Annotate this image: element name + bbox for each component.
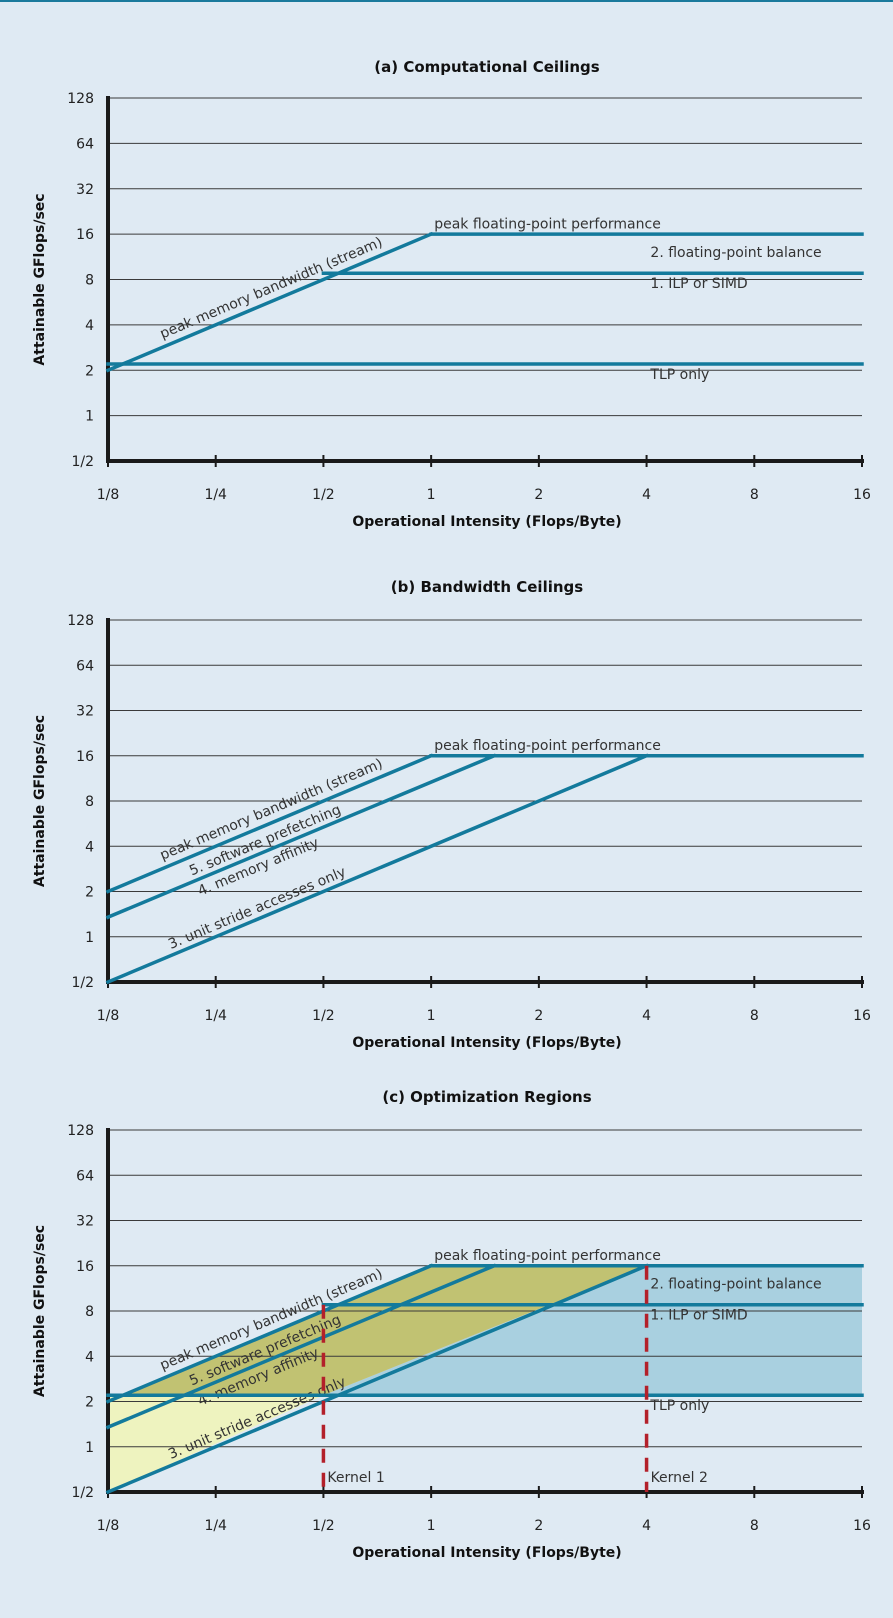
chart-title: (b) Bandwidth Ceilings xyxy=(391,578,583,596)
annotation-label: peak floating-point performance xyxy=(434,1248,661,1264)
annotation-label: 2. floating-point balance xyxy=(650,1276,821,1292)
x-tick-label: 1/2 xyxy=(312,487,335,503)
y-tick-label: 1 xyxy=(85,930,94,946)
x-axis-label: Operational Intensity (Flops/Byte) xyxy=(352,514,621,530)
x-tick-label: 4 xyxy=(642,1008,651,1024)
y-tick-label: 64 xyxy=(76,136,94,152)
annotation-label: TLP only xyxy=(649,367,709,383)
x-tick-label: 1 xyxy=(427,487,436,503)
x-tick-label: 1/2 xyxy=(312,1008,335,1024)
y-tick-label: 128 xyxy=(67,613,94,629)
x-tick-label: 2 xyxy=(534,1518,543,1534)
chart-title: (a) Computational Ceilings xyxy=(374,58,600,76)
roofline-series xyxy=(105,753,649,985)
roofline-series xyxy=(105,1263,434,1404)
panel-1: (a) Computational Ceilings 1/2 1 2 4 8 16 32 64 1… xyxy=(32,58,871,530)
y-tick-label: 1/2 xyxy=(71,1485,94,1501)
x-tick-label: 1 xyxy=(427,1008,436,1024)
x-tick-label: 16 xyxy=(853,1518,871,1534)
annotation-label: 1. ILP or SIMD xyxy=(650,1308,747,1324)
y-tick-label: 32 xyxy=(76,704,94,720)
y-tick-label: 4 xyxy=(85,1349,94,1365)
x-tick-label: 2 xyxy=(534,1008,543,1024)
top-rule xyxy=(0,0,893,2)
series-label: peak memory bandwidth (stream) xyxy=(158,234,385,342)
annotation-label: peak floating-point performance xyxy=(434,738,661,754)
y-tick-label: 2 xyxy=(85,363,94,379)
roofline-series xyxy=(105,231,434,373)
x-tick-label: 1/4 xyxy=(204,487,227,503)
x-tick-label: 8 xyxy=(750,487,759,503)
y-tick-label: 8 xyxy=(85,273,94,289)
y-tick-label: 16 xyxy=(76,227,94,243)
optimization-region-2 xyxy=(108,1265,647,1402)
panel-3: (c) Optimization Regions1/21248163264128… xyxy=(32,1088,871,1561)
y-tick-label: 4 xyxy=(85,839,94,855)
kernel-label: Kernel 2 xyxy=(651,1470,708,1486)
annotation-label: TLP only xyxy=(649,1398,709,1414)
y-tick-label: 32 xyxy=(76,182,94,198)
y-tick-label: 8 xyxy=(85,1304,94,1320)
y-tick-label: 1/2 xyxy=(71,454,94,470)
panel-2: (b) Bandwidth Ceilings1/212481632641281/… xyxy=(32,578,871,1051)
x-tick-label: 1 xyxy=(427,1518,436,1534)
x-tick-label: 4 xyxy=(642,1518,651,1534)
y-tick-label: 1 xyxy=(85,409,94,425)
roofline-series xyxy=(105,1263,497,1430)
y-tick-label: 128 xyxy=(67,91,94,107)
roofline-series xyxy=(105,753,497,920)
y-tick-label: 1/2 xyxy=(71,975,94,991)
x-tick-label: 1/8 xyxy=(97,1518,120,1534)
annotation-label: 1. ILP or SIMD xyxy=(650,276,747,292)
y-tick-label: 1 xyxy=(85,1440,94,1456)
x-tick-label: 8 xyxy=(750,1518,759,1534)
roofline-series xyxy=(105,753,434,894)
annotation-label: peak floating-point performance xyxy=(434,216,661,232)
y-tick-label: 128 xyxy=(67,1123,94,1139)
y-tick-label: 8 xyxy=(85,794,94,810)
y-axis-label: Attainable GFlops/sec xyxy=(32,1225,48,1397)
y-tick-label: 16 xyxy=(76,749,94,765)
y-axis-label: Attainable GFlops/sec xyxy=(32,715,48,887)
annotation-label: 2. floating-point balance xyxy=(650,245,821,261)
kernel-label: Kernel 1 xyxy=(327,1470,384,1486)
x-tick-label: 1/2 xyxy=(312,1518,335,1534)
y-tick-label: 2 xyxy=(85,1395,94,1411)
x-tick-label: 2 xyxy=(534,487,543,503)
x-axis-label: Operational Intensity (Flops/Byte) xyxy=(352,1545,621,1561)
y-tick-label: 16 xyxy=(76,1259,94,1275)
y-tick-label: 64 xyxy=(76,658,94,674)
y-tick-label: 4 xyxy=(85,318,94,334)
x-tick-label: 1/4 xyxy=(204,1008,227,1024)
x-tick-label: 1/8 xyxy=(97,487,120,503)
x-tick-label: 1/8 xyxy=(97,1008,120,1024)
y-axis-label: Attainable GFlops/sec xyxy=(32,193,48,365)
y-tick-label: 32 xyxy=(76,1214,94,1230)
x-tick-label: 16 xyxy=(853,1008,871,1024)
x-tick-label: 16 xyxy=(853,487,871,503)
x-tick-label: 4 xyxy=(642,487,651,503)
x-tick-label: 1/4 xyxy=(204,1518,227,1534)
optimization-region-1 xyxy=(323,1265,862,1396)
y-tick-label: 64 xyxy=(76,1168,94,1184)
chart-title: (c) Optimization Regions xyxy=(382,1088,591,1106)
y-tick-label: 2 xyxy=(85,885,94,901)
x-axis-label: Operational Intensity (Flops/Byte) xyxy=(352,1035,621,1051)
x-tick-label: 8 xyxy=(750,1008,759,1024)
